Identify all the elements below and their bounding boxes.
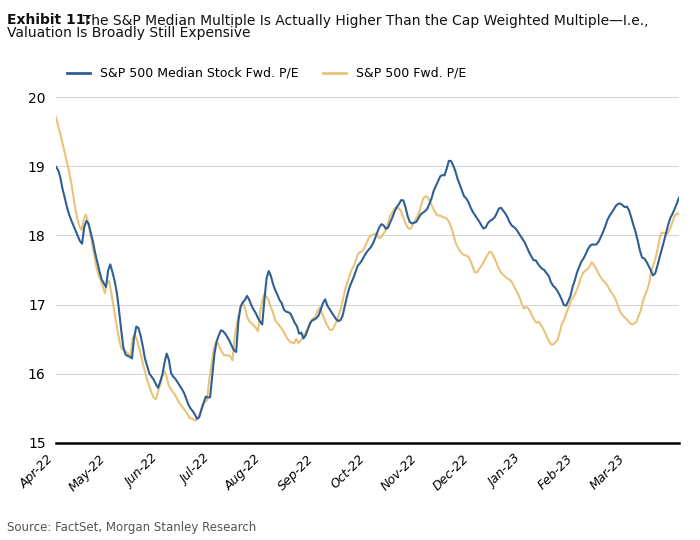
- Text: Valuation Is Broadly Still Expensive: Valuation Is Broadly Still Expensive: [7, 26, 251, 40]
- Text: Source: FactSet, Morgan Stanley Research: Source: FactSet, Morgan Stanley Research: [7, 521, 256, 534]
- Text: The S&P Median Multiple Is Actually Higher Than the Cap Weighted Multiple—I.e.,: The S&P Median Multiple Is Actually High…: [74, 14, 648, 28]
- Legend: S&P 500 Median Stock Fwd. P/E, S&P 500 Fwd. P/E: S&P 500 Median Stock Fwd. P/E, S&P 500 F…: [62, 62, 471, 85]
- Text: Exhibit 11:: Exhibit 11:: [7, 14, 91, 28]
